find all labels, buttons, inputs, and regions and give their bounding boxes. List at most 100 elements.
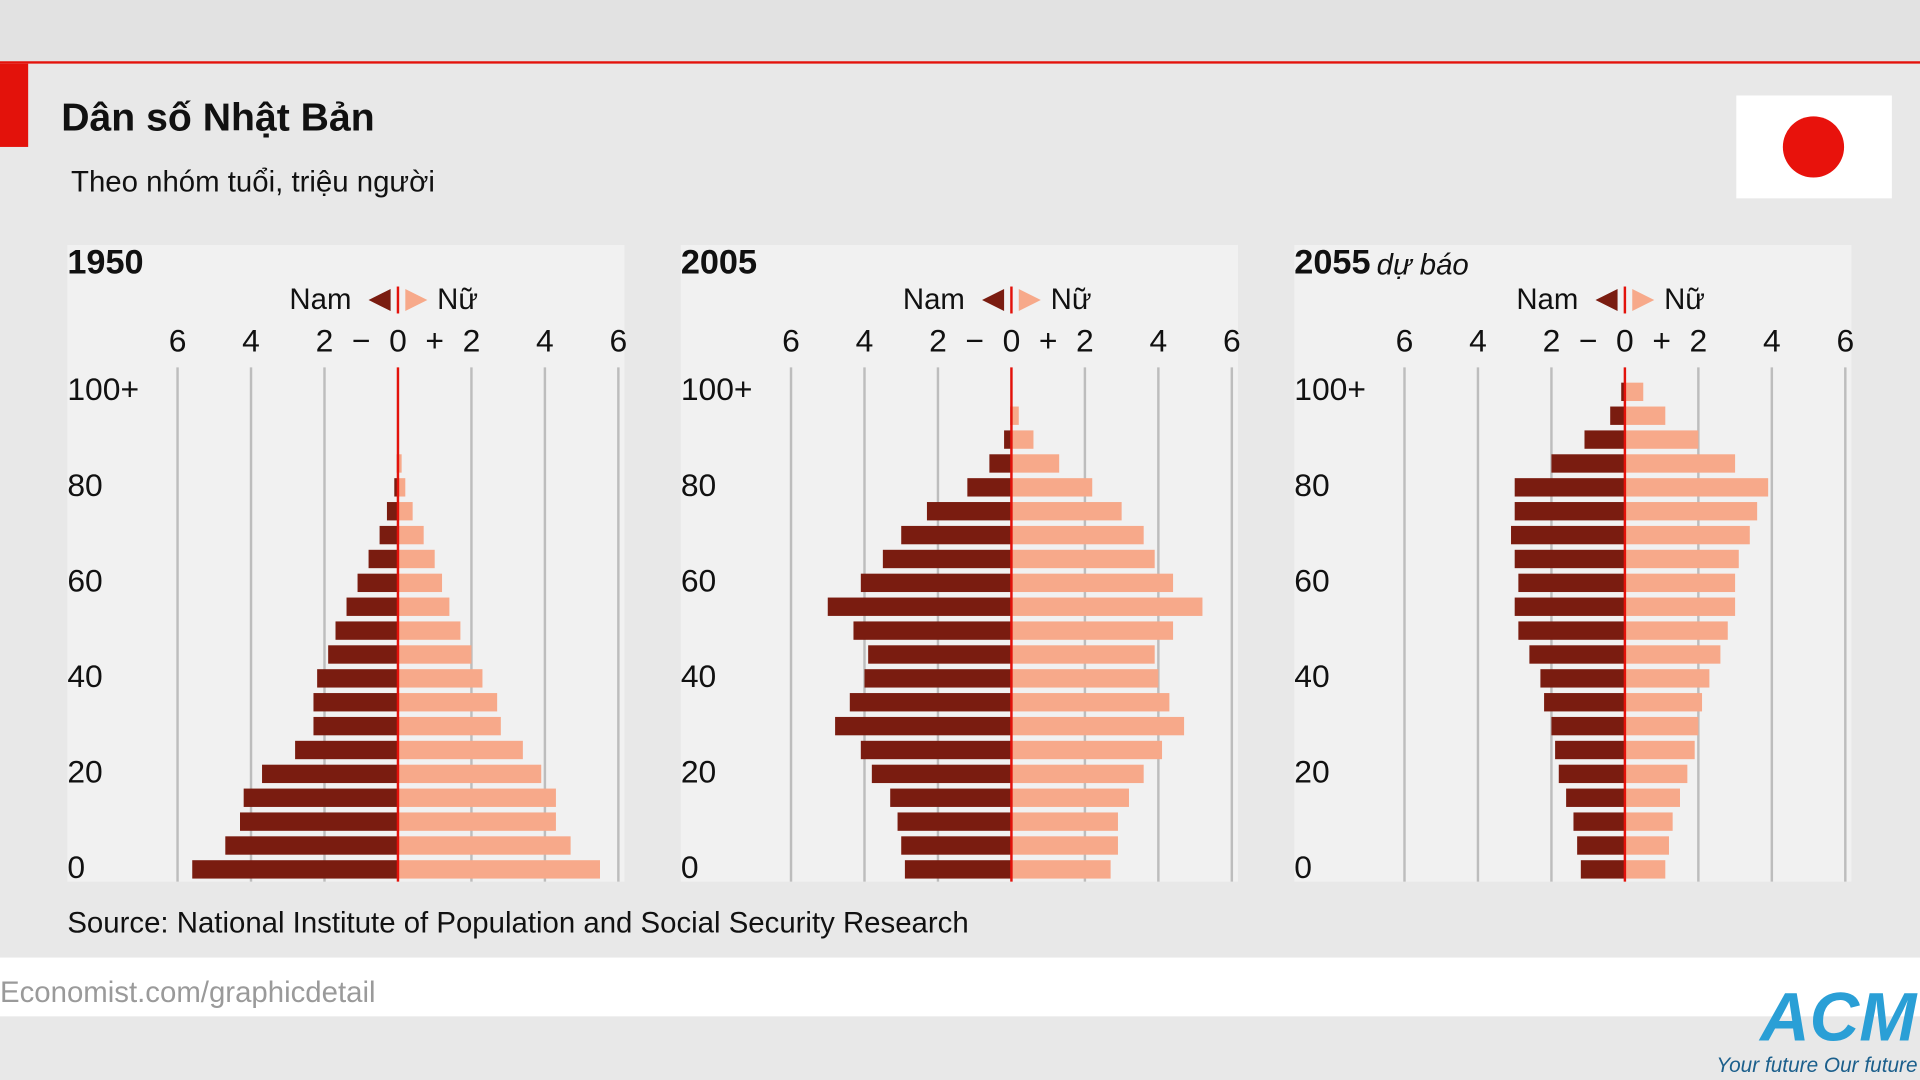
bar-male	[1584, 430, 1625, 449]
x-tick-label: 4	[856, 322, 874, 358]
bar-female	[1624, 812, 1673, 831]
bar-female	[397, 454, 402, 473]
x-sign: −	[965, 322, 984, 358]
x-tick-label: 2	[463, 322, 481, 358]
bar-female	[397, 669, 483, 688]
y-tick-label: 20	[681, 753, 716, 789]
bar-male	[1514, 597, 1625, 616]
x-sign: −	[352, 322, 371, 358]
red-tag	[0, 63, 29, 147]
y-tick-label: 60	[681, 562, 716, 598]
legend-swatch	[1018, 288, 1041, 312]
bar-male	[989, 454, 1012, 473]
bar-female	[1624, 693, 1703, 712]
footer-band	[0, 957, 1920, 1017]
bar-male	[827, 597, 1012, 616]
panel-title: 1950	[67, 244, 143, 282]
slogan: Your future Our future	[1716, 1054, 1917, 1077]
bar-male	[901, 836, 1012, 855]
bar-female	[1011, 406, 1019, 425]
bar-male	[1621, 382, 1625, 402]
bar-female	[397, 621, 461, 640]
bar-male	[835, 716, 1012, 736]
x-tick-label: 6	[782, 322, 800, 358]
footer-site: Economist.com/graphicdetail	[0, 976, 376, 1009]
bar-male	[313, 693, 398, 712]
bar-female	[1624, 502, 1758, 521]
panel-title: 2055	[1294, 244, 1370, 282]
legend-label: Nam	[289, 283, 351, 316]
x-sign: +	[1039, 322, 1058, 358]
x-tick-label: 0	[1003, 322, 1021, 358]
y-tick-label: 0	[681, 849, 699, 885]
bar-male	[1558, 764, 1625, 784]
panel-title: 2005	[681, 244, 757, 282]
legend-swatch	[368, 288, 391, 312]
bar-male	[904, 860, 1012, 879]
bar-female	[397, 788, 556, 807]
bar-female	[1011, 860, 1111, 879]
bar-male	[394, 478, 398, 497]
bar-female	[397, 478, 406, 497]
y-tick-label: 60	[1294, 562, 1329, 598]
bar-female	[1624, 382, 1644, 402]
bar-male	[1518, 573, 1625, 593]
bar-male	[240, 812, 398, 831]
bar-female	[1011, 740, 1163, 760]
bar-male	[901, 525, 1012, 545]
bar-male	[346, 597, 398, 616]
source: Source: National Institute of Population…	[67, 906, 968, 939]
bar-male	[1518, 621, 1625, 640]
bar-male	[849, 693, 1012, 712]
y-tick-label: 100+	[1294, 371, 1366, 407]
legend-swatch	[1632, 288, 1655, 312]
bar-female	[1624, 669, 1710, 688]
bar-female	[397, 716, 501, 736]
bar-female	[397, 645, 472, 664]
legend-label: Nam	[903, 283, 965, 316]
bar-female	[1624, 525, 1750, 545]
bar-female	[397, 860, 600, 879]
x-tick-label: 6	[610, 322, 628, 358]
bar-female	[397, 525, 424, 545]
bar-male	[368, 549, 398, 569]
bar-female	[1011, 573, 1174, 593]
bar-female	[1624, 597, 1736, 616]
annotation: dự báo	[1377, 249, 1469, 282]
bar-male	[926, 502, 1012, 521]
bar-female	[1624, 836, 1669, 855]
x-tick-label: 2	[1690, 322, 1708, 358]
x-tick-label: 2	[316, 322, 334, 358]
bar-male	[192, 860, 398, 879]
bar-female	[1011, 430, 1034, 449]
bar-male	[313, 716, 398, 736]
bar-male	[890, 788, 1012, 807]
bar-male	[1555, 740, 1625, 760]
bar-male	[1551, 454, 1625, 473]
bar-male	[1551, 716, 1625, 736]
bar-female	[1624, 716, 1699, 736]
bar-male	[1610, 406, 1625, 425]
legend-label: Nam	[1516, 283, 1578, 316]
bar-male	[1514, 478, 1625, 497]
bar-female	[397, 549, 435, 569]
bar-male	[1566, 788, 1625, 807]
bar-male	[871, 764, 1012, 784]
bar-male	[853, 621, 1012, 640]
legend-label: Nữ	[437, 283, 478, 316]
bar-male	[882, 549, 1012, 569]
bar-female	[1011, 788, 1129, 807]
bar-female	[1624, 430, 1699, 449]
x-tick-label: 0	[1616, 322, 1634, 358]
y-tick-label: 0	[1294, 849, 1312, 885]
bar-female	[1011, 597, 1203, 616]
bar-female	[1624, 740, 1695, 760]
bar-male	[328, 645, 398, 664]
bar-female	[1011, 716, 1185, 736]
x-tick-label: 0	[389, 322, 407, 358]
bar-male	[1529, 645, 1625, 664]
legend-swatch	[405, 288, 428, 312]
bar-female	[1011, 812, 1118, 831]
x-tick-label: 4	[1150, 322, 1168, 358]
x-tick-label: 4	[242, 322, 260, 358]
